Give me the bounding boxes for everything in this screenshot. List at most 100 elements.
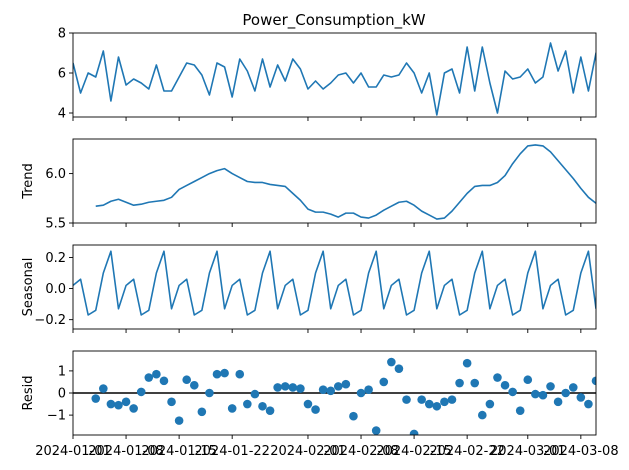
resid-point <box>311 405 320 414</box>
y-axis-label: Seasonal <box>21 258 36 317</box>
resid-point <box>432 401 442 411</box>
resid-point <box>265 406 275 415</box>
resid-point <box>402 395 411 404</box>
y-tick-label: 1 <box>58 364 66 379</box>
resid-point <box>167 397 176 407</box>
panel-frame <box>72 244 597 330</box>
resid-point <box>91 394 101 403</box>
resid-point <box>387 357 396 367</box>
resid-point <box>159 376 169 386</box>
resid-point <box>561 388 570 398</box>
x-tick-label: 2024-02-22 <box>429 444 505 459</box>
resid-point <box>296 384 305 393</box>
resid-point <box>121 397 131 407</box>
resid-point <box>409 429 419 435</box>
resid-point <box>250 389 260 399</box>
resid-point <box>515 406 525 415</box>
resid-point <box>462 358 472 368</box>
seasonal-series-line <box>73 250 596 316</box>
resid-point <box>364 385 373 394</box>
resid-point <box>303 399 313 409</box>
resid-point <box>424 399 434 409</box>
resid-point <box>235 369 245 379</box>
resid-point <box>523 375 533 385</box>
y-tick-label: 6.0 <box>45 167 66 182</box>
x-tick-label: 2024-01-22 <box>194 444 270 459</box>
resid-point <box>394 364 404 373</box>
y-tick-label: −0.2 <box>34 313 66 328</box>
resid-point <box>174 416 184 425</box>
resid-point <box>258 401 267 411</box>
resid-point <box>326 386 336 396</box>
resid-point <box>568 383 578 392</box>
panel-seasonal: −0.2 0.0 0.2 Seasonal <box>21 244 597 333</box>
resid-point <box>349 411 358 421</box>
resid-point <box>227 404 237 413</box>
y-tick-label: 0 <box>58 387 66 402</box>
y-tick-label: 4 <box>58 107 66 122</box>
y-tick-label: −1 <box>47 409 66 424</box>
resid-point <box>599 392 608 401</box>
resid-point <box>106 399 116 409</box>
y-tick-label: 0.2 <box>45 251 66 266</box>
y-axis-label: Resid <box>21 375 36 410</box>
plot-area-trend <box>95 144 596 220</box>
panel-resid: −101Resid2024-01-012024-01-082024-01-152… <box>21 350 623 459</box>
resid-point <box>205 388 214 398</box>
resid-point <box>584 399 593 409</box>
panel-frame <box>72 138 597 224</box>
resid-point <box>546 382 555 391</box>
panel-trend: 5.5 6.0 Trend <box>21 138 597 232</box>
resid-point <box>455 378 464 388</box>
x-tick-label: 2024-03-08 <box>543 444 619 459</box>
panel-frame <box>72 32 597 118</box>
resid-point <box>417 395 426 404</box>
plot-area-seasonal <box>73 250 596 316</box>
resid-point <box>273 383 282 392</box>
resid-point <box>197 407 207 417</box>
x-tick-label: 2024-02-01 <box>270 444 346 459</box>
resid-point <box>318 385 328 394</box>
resid-point <box>356 388 366 398</box>
resid-point <box>99 384 108 393</box>
resid-point <box>440 397 449 407</box>
resid-point <box>485 399 495 409</box>
resid-point <box>614 398 623 407</box>
plot-area-observed <box>73 42 596 116</box>
resid-point <box>493 373 502 382</box>
x-tick-label: 2024-01-08 <box>88 444 164 459</box>
trend-series-line <box>95 144 596 220</box>
resid-point <box>144 373 154 382</box>
panel-observed: 4 6 8 <box>58 27 597 122</box>
y-tick-label: 8 <box>58 27 66 42</box>
resid-point <box>114 400 123 410</box>
chart-title: Power_Consumption_kW <box>242 11 425 30</box>
resid-point <box>288 383 298 392</box>
resid-point <box>182 375 191 385</box>
resid-point <box>371 426 381 435</box>
resid-point <box>212 369 222 379</box>
resid-point <box>478 410 487 420</box>
resid-point <box>243 399 252 409</box>
resid-point <box>553 397 563 407</box>
resid-point <box>508 387 517 397</box>
x-tick-label: 2024-03-01 <box>490 444 566 459</box>
panels: 4 6 8 5.5 6.0 Trend −0.2 0.0 0.2 Seasonal −1 0 1 Resi… <box>21 27 623 460</box>
resid-point <box>129 404 138 413</box>
resid-point <box>280 382 290 391</box>
x-tick-label: 2024-02-08 <box>323 444 399 459</box>
resid-point <box>576 393 586 402</box>
resid-point <box>220 368 229 378</box>
y-tick-label: 6 <box>58 67 66 82</box>
resid-point <box>341 379 351 389</box>
resid-point <box>538 390 548 400</box>
resid-point <box>333 382 343 391</box>
resid-point <box>500 380 510 390</box>
x-tick-label: 2024-01-01 <box>35 444 111 459</box>
resid-point <box>470 378 480 388</box>
resid-point <box>379 377 389 387</box>
observed-series-line <box>73 42 596 116</box>
y-axis-label: Trend <box>21 163 36 200</box>
resid-point <box>152 369 161 379</box>
